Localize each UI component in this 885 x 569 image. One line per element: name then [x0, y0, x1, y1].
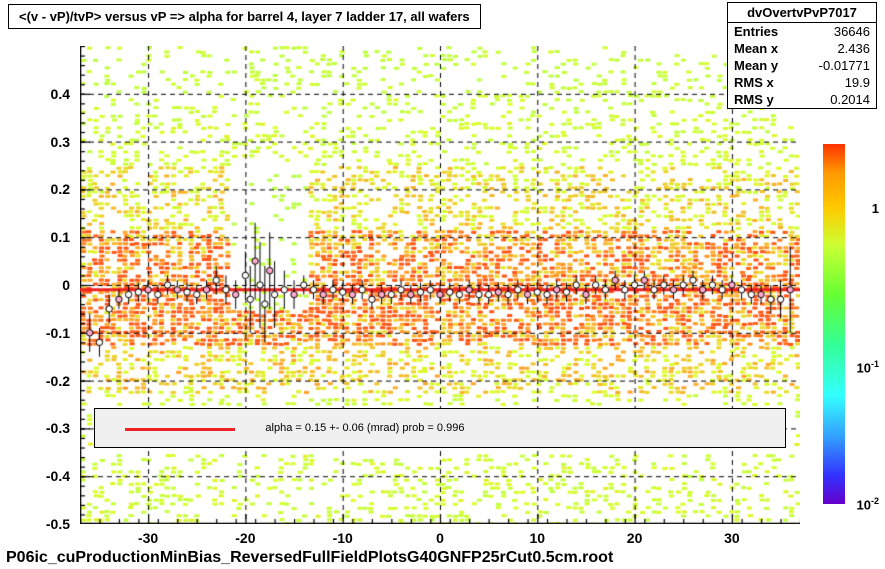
stats-meany: -0.01771 [819, 58, 870, 73]
colorbar-canvas [823, 144, 845, 504]
stats-rmsy: 0.2014 [830, 92, 870, 107]
fit-legend-text: alpha = 0.15 +- 0.06 (mrad) prob = 0.996 [265, 422, 464, 434]
fit-legend: alpha = 0.15 +- 0.06 (mrad) prob = 0.996 [94, 408, 785, 448]
y-tick-label: -0.5 [46, 516, 70, 532]
x-tick-label: 0 [436, 530, 444, 546]
colorbar-tick-label: 10-1 [857, 359, 879, 375]
plot-title: <(v - vP)/tvP> versus vP => alpha for ba… [8, 4, 481, 29]
y-axis: -0.5-0.4-0.3-0.2-0.100.10.20.30.4 [0, 46, 76, 524]
stats-label-rmsy: RMS y [734, 92, 774, 107]
y-tick-label: 0.1 [51, 229, 70, 245]
x-tick-label: 20 [627, 530, 643, 546]
y-tick-label: 0.3 [51, 134, 70, 150]
fit-legend-line [125, 428, 235, 431]
stats-rmsx: 19.9 [845, 75, 870, 90]
x-tick-label: -10 [333, 530, 353, 546]
x-tick-label: -30 [138, 530, 158, 546]
y-tick-label: 0.4 [51, 86, 70, 102]
stats-box: dvOvertvPvP7017 Entries 36646 Mean x 2.436… [727, 2, 877, 109]
stats-label-entries: Entries [734, 24, 778, 39]
stats-histname: dvOvertvPvP7017 [728, 3, 876, 23]
x-tick-label: 30 [724, 530, 740, 546]
x-tick-label: -20 [235, 530, 255, 546]
footer-filename: P06ic_cuProductionMinBias_ReversedFullFi… [6, 549, 613, 567]
stats-meanx: 2.436 [837, 41, 870, 56]
plot-canvas [80, 46, 800, 524]
colorbar-tick-label: 1 [872, 201, 879, 216]
stats-label-rmsx: RMS x [734, 75, 774, 90]
y-tick-label: -0.1 [46, 325, 70, 341]
x-tick-label: 10 [530, 530, 546, 546]
stats-label-meanx: Mean x [734, 41, 778, 56]
plot-area: -0.5-0.4-0.3-0.2-0.100.10.20.30.4 -30-20… [80, 46, 800, 524]
y-tick-label: 0.2 [51, 181, 70, 197]
y-tick-label: 0 [62, 277, 70, 293]
y-tick-label: -0.3 [46, 420, 70, 436]
y-tick-label: -0.4 [46, 468, 70, 484]
colorbar-tick-label: 10-2 [857, 496, 879, 512]
stats-entries: 36646 [834, 24, 870, 39]
colorbar [823, 144, 845, 504]
stats-label-meany: Mean y [734, 58, 778, 73]
y-tick-label: -0.2 [46, 373, 70, 389]
